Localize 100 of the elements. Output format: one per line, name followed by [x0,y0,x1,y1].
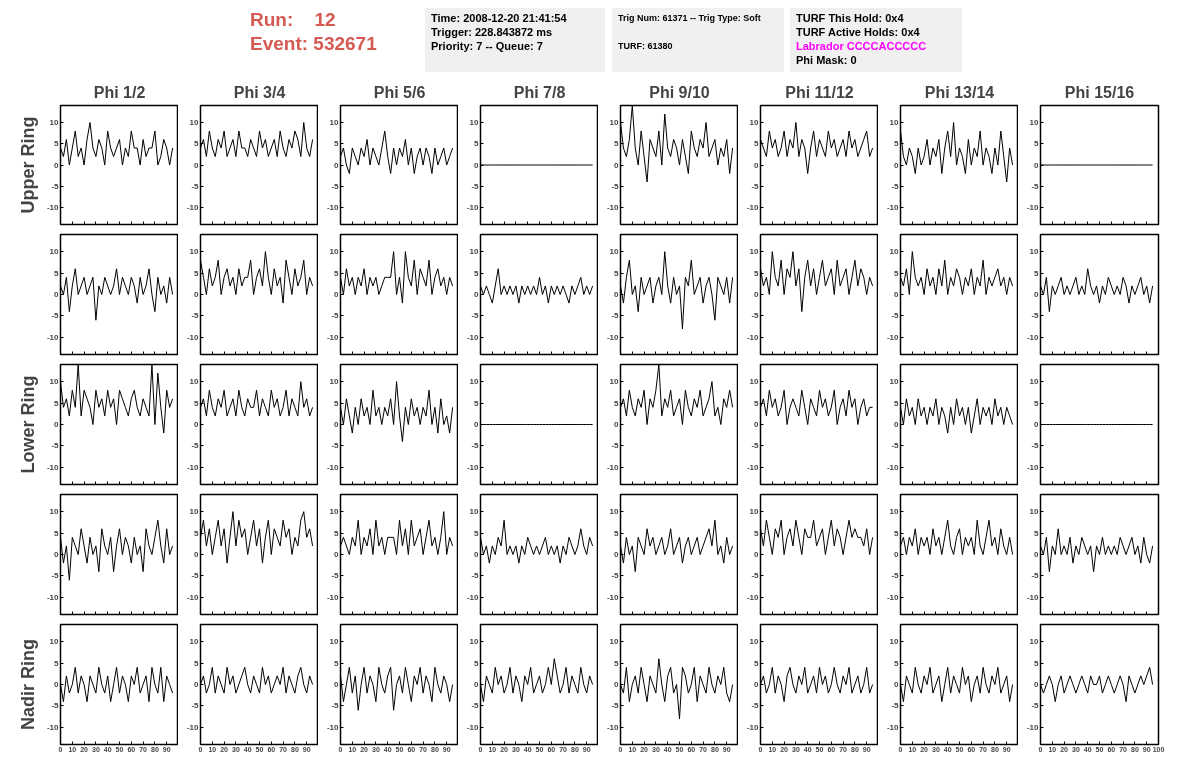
y-tick-label: 0 [54,550,60,559]
y-tick-label: -5 [611,311,620,321]
y-tick-label: -10 [186,203,200,212]
y-tick-label: -10 [46,203,60,212]
y-tick-label: 10 [189,507,200,517]
y-tick-label: 0 [194,550,200,559]
y-tick-label: -5 [191,441,200,451]
y-tick-label: -10 [746,592,760,602]
y-tick-label: 5 [474,139,480,149]
y-tick-label: 0 [614,160,620,170]
y-tick-label: -5 [611,571,620,581]
y-tick-label: 5 [334,139,340,149]
y-tick-label: 5 [894,658,900,668]
y-tick-label: 0 [334,160,340,170]
y-tick-label: 10 [749,118,760,127]
y-tick-label: 5 [194,658,200,668]
y-tick-label: 10 [889,507,900,517]
y-axis-title: Lower Ring [17,375,38,474]
y-tick-label: 0 [614,420,620,429]
y-tick-label: -5 [471,311,480,321]
y-tick-label: 5 [474,528,480,538]
y-tick-label: 0 [474,420,480,429]
y-tick-label: 10 [189,377,200,387]
y-tick-label: -10 [186,592,200,602]
y-tick-label: -5 [891,701,900,711]
y-tick-label: 10 [1029,507,1040,517]
y-tick-label: 10 [189,118,200,127]
y-tick-label: -5 [611,441,620,451]
line-series [900,519,1014,555]
y-tick-label: -5 [51,571,60,581]
y-tick-label: -5 [1031,441,1040,451]
y-tick-label: 5 [1034,398,1040,408]
y-tick-label: 10 [49,377,60,387]
y-tick-label: 5 [334,268,340,278]
line-series [340,511,454,555]
y-tick-label: 5 [334,658,340,668]
y-tick-label: -10 [326,462,340,472]
y-tick-label: -10 [186,332,200,342]
y-tick-label: 10 [469,247,480,257]
y-tick-label: 10 [889,377,900,387]
y-tick-label: 0 [754,160,760,170]
y-tick-label: 5 [474,658,480,668]
y-tick-label: -10 [1026,462,1040,472]
y-tick-label: -5 [891,181,900,191]
y-tick-label: 5 [894,268,900,278]
y-tick-label: -5 [1031,311,1040,321]
y-tick-label: 10 [609,247,620,257]
y-tick-label: -5 [331,701,340,711]
y-tick-label: 10 [889,118,900,127]
y-tick-label: -10 [606,203,620,212]
chart-title: Phi 13/14 [924,83,995,101]
y-tick-label: 0 [614,290,620,299]
y-tick-label: 10 [49,118,60,127]
y-tick-label: -5 [191,571,200,581]
y-tick-label: -10 [1026,203,1040,212]
y-tick-label: 0 [1034,290,1040,299]
y-tick-label: 0 [194,680,200,689]
y-tick-label: -5 [51,441,60,451]
y-tick-label: -10 [466,203,480,212]
y-tick-label: -5 [751,571,760,581]
y-tick-label: -10 [746,722,760,732]
y-tick-label: -5 [51,181,60,191]
y-tick-label: 10 [469,507,480,517]
y-tick-label: 5 [754,658,760,668]
y-tick-label: 5 [1034,268,1040,278]
y-tick-label: 0 [54,290,60,299]
y-tick-label: 5 [894,398,900,408]
y-tick-label: -5 [51,311,60,321]
y-tick-label: 10 [49,637,60,647]
y-tick-label: -10 [1026,592,1040,602]
y-tick-label: 10 [49,247,60,257]
y-tick-label: -5 [751,311,760,321]
y-tick-label: 5 [1034,528,1040,538]
y-tick-label: 10 [329,247,340,257]
y-tick-label: 5 [614,268,620,278]
text: Event: 532671 [250,32,378,56]
y-tick-label: -5 [611,701,620,711]
y-tick-label: -10 [326,722,340,732]
y-tick-label: 10 [1029,118,1040,127]
y-tick-label: 5 [334,528,340,538]
y-tick-label: 0 [1034,160,1040,170]
y-tick-label: 10 [329,637,340,647]
y-tick-label: 5 [754,268,760,278]
y-tick-label: 10 [609,507,620,517]
y-tick-label: -5 [611,181,620,191]
y-tick-label: 0 [754,290,760,299]
y-tick-label: 5 [754,398,760,408]
y-tick-label: 5 [1034,658,1040,668]
y-tick-label: 0 [754,420,760,429]
y-tick-label: -5 [191,181,200,191]
y-tick-label: 10 [469,118,480,127]
chart-title: Phi 7/8 [513,83,566,101]
y-tick-label: 5 [194,398,200,408]
y-tick-label: 0 [754,550,760,559]
y-tick-label: -10 [1026,332,1040,342]
text: TURF This Hold: 0x4 [796,11,905,25]
y-tick-label: 10 [749,637,760,647]
y-tick-label: 10 [329,377,340,387]
y-tick-label: 5 [474,398,480,408]
y-tick-label: -5 [471,571,480,581]
